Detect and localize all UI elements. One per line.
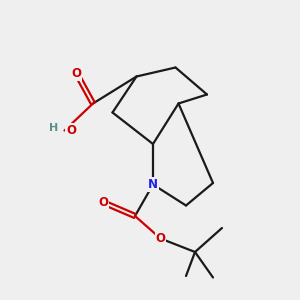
Text: O: O <box>66 124 76 137</box>
Text: O: O <box>155 232 166 245</box>
Text: N: N <box>148 178 158 191</box>
Text: H: H <box>50 123 58 133</box>
Text: O: O <box>98 196 109 209</box>
Text: O: O <box>71 67 82 80</box>
